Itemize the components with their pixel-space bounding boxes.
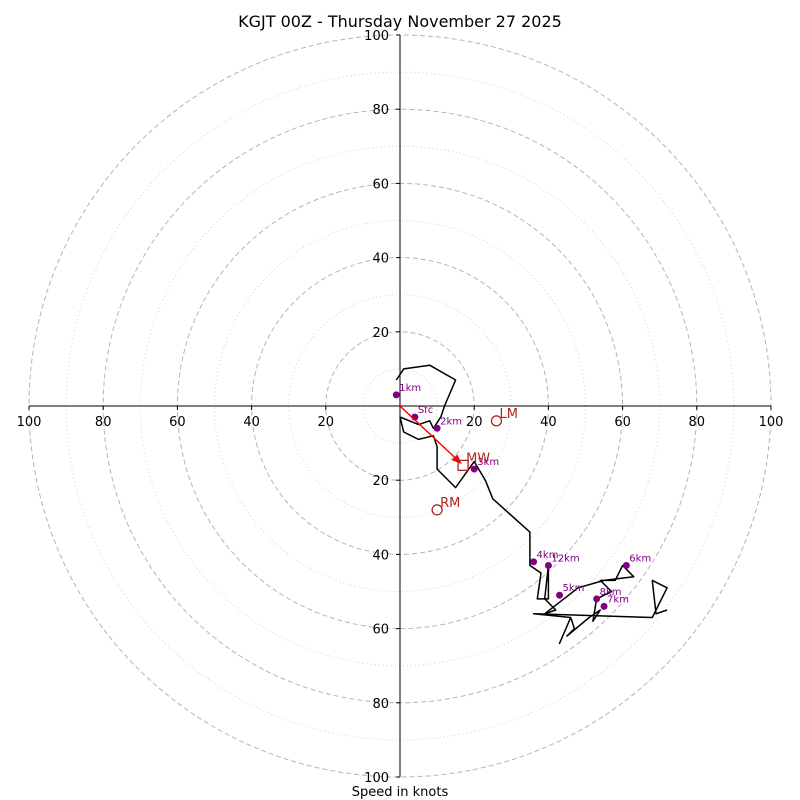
tick-top-100: 100 bbox=[364, 29, 389, 44]
height-marker-8km bbox=[593, 595, 601, 603]
tick-bottom-20: 20 bbox=[372, 474, 389, 489]
height-label-5km: 5km bbox=[563, 583, 585, 594]
rm-marker bbox=[431, 504, 443, 516]
tick-bottom-40: 40 bbox=[372, 548, 389, 563]
lm-marker bbox=[490, 415, 503, 427]
height-label-7km: 7km bbox=[607, 594, 629, 605]
mw-label: MW bbox=[466, 451, 490, 466]
tick-right-20: 20 bbox=[466, 415, 483, 430]
tick-bottom-60: 60 bbox=[372, 623, 389, 638]
height-label-1km: 1km bbox=[399, 383, 421, 394]
height-marker-12km bbox=[544, 562, 552, 570]
height-marker-6km bbox=[622, 562, 630, 570]
tick-right-60: 60 bbox=[614, 415, 631, 430]
height-marker-3km bbox=[470, 465, 478, 473]
x-axis-label: Speed in knots bbox=[352, 785, 449, 800]
tick-left-60: 60 bbox=[169, 415, 186, 430]
tick-left-40: 40 bbox=[243, 415, 260, 430]
tick-bottom-100: 100 bbox=[364, 771, 389, 786]
tick-top-80: 80 bbox=[372, 103, 389, 118]
height-marker-4km bbox=[530, 558, 538, 566]
tick-top-40: 40 bbox=[372, 252, 389, 267]
tick-bottom-80: 80 bbox=[372, 697, 389, 712]
mw-marker bbox=[457, 459, 469, 472]
tick-left-20: 20 bbox=[318, 415, 335, 430]
height-label-6km: 6km bbox=[629, 554, 651, 565]
trace-line bbox=[395, 364, 668, 645]
tick-right-40: 40 bbox=[540, 415, 557, 430]
height-marker-5km bbox=[556, 591, 564, 599]
tick-labels: 100 80 60 40 20 20 40 60 80 100 20 40 60 80 100 20 40 60 8… bbox=[17, 29, 784, 786]
rm-label: RM bbox=[440, 496, 460, 511]
shear-arrow bbox=[399, 405, 462, 465]
hodograph-trace bbox=[395, 364, 668, 645]
tick-top-20: 20 bbox=[372, 326, 389, 341]
height-marker-1km bbox=[392, 391, 400, 399]
height-marker-2km bbox=[433, 424, 441, 432]
height-label-12km: 12km bbox=[551, 554, 579, 565]
height-label-3km: 3km bbox=[477, 457, 499, 468]
height-label-8km: 8km bbox=[600, 587, 622, 598]
tick-right-100: 100 bbox=[759, 415, 784, 430]
storm-motions: RM LM MW bbox=[399, 405, 518, 516]
tick-top-60: 60 bbox=[372, 177, 389, 192]
tick-right-80: 80 bbox=[689, 415, 706, 430]
lm-label: LM bbox=[499, 407, 517, 422]
height-label-2km: 2km bbox=[440, 416, 462, 427]
chart-title: KGJT 00Z - Thursday November 27 2025 bbox=[238, 12, 562, 31]
height-marker-7km bbox=[600, 602, 608, 610]
height-label-4km: 4km bbox=[537, 550, 559, 561]
tick-left-100: 100 bbox=[17, 415, 42, 430]
tick-left-80: 80 bbox=[95, 415, 112, 430]
height-label-sfc: Sfc bbox=[418, 405, 433, 416]
